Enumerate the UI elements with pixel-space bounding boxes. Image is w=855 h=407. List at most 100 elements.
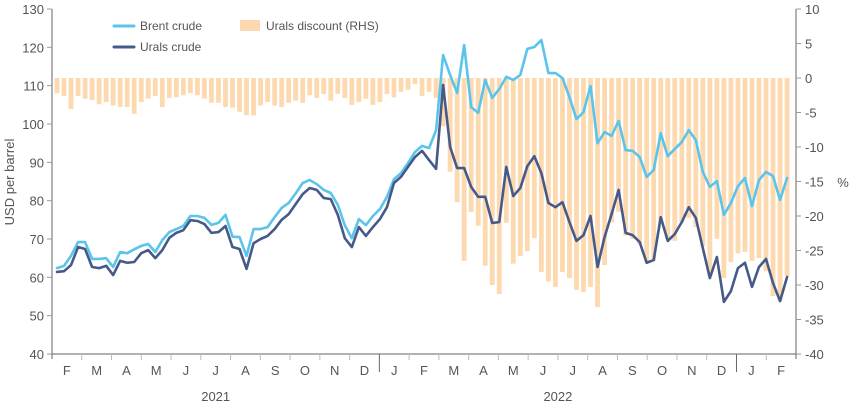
right-tick-label: -30 [805, 278, 824, 293]
discount-bar [173, 78, 179, 98]
discount-bar [405, 78, 411, 90]
left-tick-label: 60 [30, 270, 44, 285]
left-tick-label: 50 [30, 309, 44, 324]
discount-bar [237, 78, 242, 112]
discount-bar [180, 78, 186, 96]
year-label: 2021 [201, 389, 230, 404]
discount-bar [426, 78, 432, 92]
right-tick-label: -15 [805, 175, 824, 190]
month-label: D [360, 363, 369, 378]
discount-bar [440, 78, 446, 127]
discount-bar [433, 78, 439, 99]
right-tick-label: -35 [805, 313, 824, 328]
discount-bar [265, 78, 270, 103]
month-label: S [271, 363, 280, 378]
discount-bar [314, 78, 320, 99]
discount-bar [152, 78, 158, 96]
month-label: J [183, 363, 190, 378]
left-tick-label: 120 [22, 40, 44, 55]
discount-bar [686, 78, 692, 219]
right-tick-label: 10 [805, 2, 819, 17]
right-tick-label: 5 [805, 37, 812, 52]
discount-bar [574, 78, 579, 290]
discount-bar [279, 78, 285, 107]
legend-label-discount: Urals discount (RHS) [266, 19, 379, 33]
urals-crude-line [55, 83, 789, 304]
discount-bar [187, 78, 193, 94]
left-tick-label: 70 [30, 232, 44, 247]
discount-bar [293, 78, 299, 101]
discount-bar [230, 78, 235, 108]
month-label: F [420, 363, 428, 378]
discount-bar [398, 78, 404, 92]
discount-bar [300, 78, 306, 103]
discount-bar [672, 78, 678, 241]
month-label: A [122, 363, 131, 378]
month-label: M [151, 363, 162, 378]
discount-bar [693, 78, 699, 228]
discount-bar [258, 78, 263, 106]
discount-bar [489, 78, 495, 285]
discount-bar [623, 78, 629, 236]
discount-bar [644, 78, 650, 263]
year-label: 2022 [543, 389, 572, 404]
month-label: N [330, 363, 339, 378]
discount-bar [244, 78, 249, 116]
month-label: N [687, 363, 696, 378]
left-tick-label: 80 [30, 194, 44, 209]
brent-crude-line [55, 38, 789, 270]
discount-bar [117, 78, 123, 107]
discount-bar [131, 78, 137, 114]
legend-item-urals: Urals crude [112, 40, 202, 54]
discount-bar [159, 78, 165, 107]
discount-bar [124, 78, 130, 107]
legend: Brent crude Urals crude Urals discount (… [112, 19, 379, 54]
discount-bar [770, 78, 776, 297]
left-tick-label: 90 [30, 155, 44, 170]
discount-bar [145, 78, 151, 99]
discount-bar [742, 78, 748, 252]
month-label: J [391, 363, 398, 378]
discount-bar [138, 78, 144, 103]
discount-bar [581, 78, 586, 292]
discount-bar [286, 78, 292, 103]
discount-bar [195, 78, 200, 96]
month-label: D [717, 363, 726, 378]
discount-bar [110, 78, 116, 106]
discount-bar [377, 78, 383, 103]
discount-bar [756, 78, 762, 259]
discount-bar [553, 78, 558, 288]
discount-bar [82, 78, 88, 99]
discount-bar [356, 78, 362, 103]
discount-bar [609, 78, 614, 223]
month-label: J [540, 363, 547, 378]
discount-bar [412, 78, 418, 85]
discount-bar [363, 78, 369, 99]
discount-bar [454, 78, 460, 203]
discount-bar [209, 78, 214, 103]
discount-bar [89, 78, 95, 101]
discount-bar [735, 78, 741, 254]
y-axis-title: USD per barrel [2, 139, 17, 226]
month-label: O [657, 363, 667, 378]
left-y-ticks: 40 50 60 70 80 90 100 110 120 130 [22, 2, 52, 362]
discount-bar [335, 78, 341, 94]
month-label: M [91, 363, 102, 378]
month-label: O [300, 363, 310, 378]
legend-item-discount: Urals discount (RHS) [240, 19, 379, 33]
discount-bar [763, 78, 769, 272]
discount-bar [595, 78, 600, 308]
discount-bar [272, 78, 278, 106]
discount-bar [665, 78, 671, 239]
legend-swatch-discount [240, 20, 260, 31]
right-tick-label: -25 [805, 244, 824, 259]
discount-bar [202, 78, 207, 99]
discount-bar [328, 78, 334, 101]
discount-bar [602, 78, 607, 265]
month-label: J [748, 363, 755, 378]
right-tick-label: -5 [805, 106, 817, 121]
discount-bar [54, 78, 60, 94]
right-tick-label: -20 [805, 209, 824, 224]
discount-bar [475, 78, 481, 226]
